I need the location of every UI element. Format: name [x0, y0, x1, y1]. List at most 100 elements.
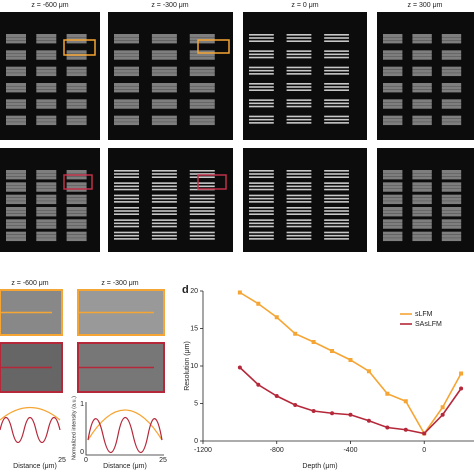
pattern-bar — [249, 50, 274, 52]
pattern-bar — [36, 213, 57, 217]
pattern-bar — [6, 56, 26, 60]
pattern-bar — [249, 66, 274, 69]
pattern-bar — [189, 89, 215, 93]
pattern-bar — [441, 222, 462, 226]
pattern-bar — [66, 73, 87, 77]
pattern-bar — [412, 222, 432, 226]
pattern-bar — [286, 66, 312, 69]
pattern-bar — [66, 238, 87, 242]
pattern-bar — [286, 73, 312, 75]
pattern-bar — [36, 99, 57, 103]
pattern-bar — [66, 225, 87, 229]
pattern-bar — [36, 34, 57, 37]
pattern-bar — [249, 118, 274, 121]
pattern-bar — [286, 50, 312, 52]
pattern-bar — [412, 89, 432, 93]
marker — [311, 409, 316, 413]
pattern-bar — [286, 170, 312, 172]
marker — [440, 405, 445, 410]
pattern-bar — [383, 66, 403, 70]
pattern-bar — [189, 197, 215, 200]
pattern-bar — [441, 102, 462, 106]
pattern-bar — [324, 194, 349, 197]
pattern-bar — [286, 234, 312, 237]
z-label: z = -300 μm — [101, 280, 138, 287]
pattern-bar — [249, 176, 274, 178]
pattern-bar — [249, 37, 274, 39]
pattern-bar — [286, 89, 312, 91]
pattern-bar — [249, 238, 274, 240]
pattern-bar — [189, 234, 215, 237]
pattern-bar — [441, 176, 462, 180]
pattern-bar — [66, 34, 87, 37]
marker — [459, 371, 464, 376]
pattern-bar — [286, 238, 312, 240]
pattern-bar — [6, 222, 26, 226]
pattern-bar — [412, 122, 432, 126]
pattern-bar — [36, 225, 57, 229]
pattern-bar — [249, 197, 274, 200]
pattern-bar — [189, 185, 215, 188]
pattern-bar — [151, 102, 177, 106]
pattern-bar — [412, 99, 432, 103]
pattern-bar — [324, 182, 349, 184]
roi — [197, 39, 230, 54]
x-axis-label: Depth (μm) — [302, 463, 337, 470]
pattern-bar — [6, 66, 26, 70]
pattern-bar — [324, 83, 349, 85]
pattern-bar — [383, 210, 403, 214]
pattern-bar — [286, 122, 312, 124]
pattern-bar — [383, 118, 403, 122]
pattern-bar — [286, 231, 312, 234]
pattern-bar — [151, 73, 177, 77]
pattern-bar — [383, 225, 403, 229]
roi — [63, 39, 96, 56]
pattern-bar — [189, 118, 215, 122]
pattern-bar — [286, 210, 312, 212]
pattern-bar — [249, 83, 274, 85]
pattern-bar — [151, 66, 177, 70]
pattern-bar — [114, 105, 139, 109]
pattern-bar — [66, 37, 87, 41]
pattern-bar — [383, 207, 403, 210]
pattern-bar — [286, 99, 312, 101]
pattern-bar — [151, 83, 177, 86]
tick-label: 0 — [84, 457, 88, 464]
pattern-bar — [6, 234, 26, 238]
pattern-bar — [6, 115, 26, 119]
pattern-bar — [286, 37, 312, 39]
pattern-bar — [383, 222, 403, 226]
pattern-bar — [66, 56, 87, 60]
pattern-bar — [383, 185, 403, 189]
pattern-bar — [114, 238, 139, 240]
pattern-bar — [189, 53, 215, 57]
pattern-bar — [412, 83, 432, 86]
x-tick-label: -400 — [343, 447, 357, 454]
pattern-bar — [383, 219, 403, 223]
pattern-bar — [383, 86, 403, 90]
roi — [197, 174, 227, 190]
pattern-bar — [189, 182, 215, 184]
pattern-bar — [151, 173, 177, 175]
pattern-bar — [189, 50, 215, 54]
x-tick-label: 0 — [422, 447, 426, 454]
pattern-bar — [114, 83, 139, 86]
pattern-bar — [151, 225, 177, 228]
pattern-bar — [6, 207, 26, 210]
pattern-bar — [6, 213, 26, 217]
pattern-bar — [383, 194, 403, 198]
pattern-bar — [324, 99, 349, 101]
pattern-bar — [249, 122, 274, 124]
pattern-bar — [383, 176, 403, 180]
pattern-bar — [6, 197, 26, 201]
pattern-bar — [36, 102, 57, 106]
pattern-bar — [412, 73, 432, 77]
pattern-bar — [441, 37, 462, 41]
pattern-bar — [383, 73, 403, 77]
pattern-bar — [6, 201, 26, 205]
pattern-bar — [383, 122, 403, 126]
pattern-bar — [66, 213, 87, 217]
pattern-bar — [114, 231, 139, 234]
pattern-bar — [249, 201, 274, 203]
